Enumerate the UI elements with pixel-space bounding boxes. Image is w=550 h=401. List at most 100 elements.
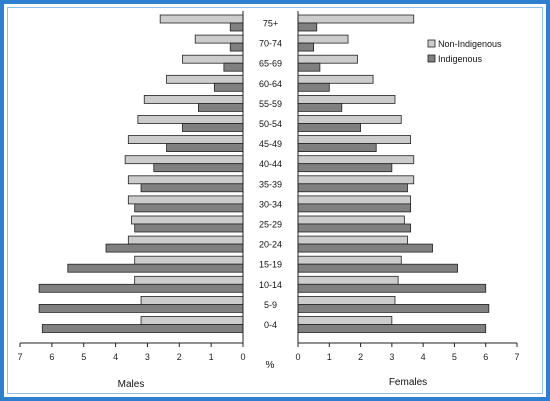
bar-females-non-indigenous-5-9 — [297, 295, 396, 305]
bar-females-indigenous-55-59 — [297, 103, 343, 112]
bar-females-indigenous-45-49 — [297, 143, 377, 153]
axes: 0 0 1 1 2 2 3 3 4 4 5 5 6 6 7 7 — [17, 11, 520, 362]
bar-males-non-indigenous-30-34 — [127, 195, 244, 205]
females-tick-label-7: 7 — [514, 352, 519, 362]
age-label-50-54: 50-54 — [259, 119, 282, 129]
bar-males-non-indigenous-15-19 — [134, 255, 244, 265]
bar-females-indigenous-10-14 — [297, 283, 487, 293]
bar-males-non-indigenous-65-69 — [182, 54, 244, 64]
bar-males-non-indigenous-5-9 — [140, 295, 244, 305]
bar-females-indigenous-75 — [297, 22, 318, 32]
age-label-60-64: 60-64 — [259, 79, 282, 89]
bar-females-non-indigenous-20-24 — [297, 235, 408, 245]
bar-females-non-indigenous-35-39 — [297, 175, 415, 185]
bar-females-non-indigenous-75 — [297, 14, 415, 24]
bar-males-indigenous-60-64 — [213, 82, 244, 92]
bar-females-indigenous-40-44 — [297, 163, 393, 173]
males-tick-label-1: 1 — [209, 352, 214, 362]
bar-males-non-indigenous-10-14 — [134, 275, 244, 285]
age-label-45-49: 45-49 — [259, 139, 282, 149]
males-tick-label-2: 2 — [177, 352, 182, 362]
bar-females-non-indigenous-45-49 — [297, 135, 412, 145]
unit-label: % — [266, 360, 275, 371]
bar-females-indigenous-70-74 — [297, 42, 315, 52]
bar-females-non-indigenous-10-14 — [297, 275, 399, 285]
bar-males-non-indigenous-50-54 — [137, 115, 244, 124]
males-tick-label-6: 6 — [49, 352, 54, 362]
bar-males-indigenous-35-39 — [140, 183, 244, 193]
bar-males-non-indigenous-70-74 — [194, 34, 244, 44]
bar-males-non-indigenous-35-39 — [127, 175, 244, 185]
bar-males-indigenous-10-14 — [38, 283, 244, 293]
bar-males-indigenous-45-49 — [166, 143, 244, 153]
bar-females-non-indigenous-55-59 — [297, 95, 396, 104]
age-label-0-4: 0-4 — [264, 320, 277, 330]
age-label-40-44: 40-44 — [259, 159, 282, 169]
bar-males-indigenous-0-4 — [41, 324, 244, 333]
males-tick-label-5: 5 — [81, 352, 86, 362]
bar-females-non-indigenous-60-64 — [297, 74, 374, 84]
bar-males-non-indigenous-55-59 — [143, 95, 244, 104]
bar-males-indigenous-55-59 — [197, 103, 244, 112]
bar-males-non-indigenous-40-44 — [124, 155, 244, 165]
age-label-5-9: 5-9 — [264, 300, 277, 310]
bar-females-indigenous-35-39 — [297, 183, 408, 193]
males-tick-label-4: 4 — [113, 352, 118, 362]
males-tick-label-0: 0 — [240, 352, 245, 362]
bar-males-non-indigenous-20-24 — [127, 235, 244, 245]
bar-females-indigenous-65-69 — [297, 62, 321, 72]
bar-females-non-indigenous-25-29 — [297, 215, 405, 225]
bar-males-indigenous-15-19 — [67, 263, 244, 273]
bar-males-indigenous-75 — [229, 22, 244, 32]
bar-males-non-indigenous-0-4 — [140, 316, 244, 325]
bar-males-indigenous-20-24 — [105, 243, 244, 253]
age-label-35-39: 35-39 — [259, 179, 282, 189]
bar-males-indigenous-40-44 — [153, 163, 244, 173]
bar-females-indigenous-5-9 — [297, 303, 490, 313]
bar-females-non-indigenous-65-69 — [297, 54, 358, 64]
age-group-labels: 75+ 70-74 65-69 60-64 55-59 50-54 45-49 40-44 35… — [259, 19, 282, 331]
females-tick-label-3: 3 — [389, 352, 394, 362]
males-tick-label-3: 3 — [145, 352, 150, 362]
bar-females-indigenous-15-19 — [297, 263, 458, 273]
age-label-30-34: 30-34 — [259, 199, 282, 209]
bar-females-non-indigenous-30-34 — [297, 195, 412, 205]
age-label-70-74: 70-74 — [259, 39, 282, 49]
chart-inner-border — [7, 7, 543, 394]
bar-females-indigenous-0-4 — [297, 324, 487, 333]
age-label-20-24: 20-24 — [259, 240, 282, 250]
bar-males-non-indigenous-45-49 — [127, 135, 244, 145]
bar-males-non-indigenous-75 — [159, 14, 244, 24]
bar-females-non-indigenous-70-74 — [297, 34, 349, 44]
bar-females-indigenous-20-24 — [297, 243, 433, 253]
males-axis-label: Males — [118, 379, 145, 390]
females-tick-label-1: 1 — [327, 352, 332, 362]
males-tick-label-7: 7 — [17, 352, 22, 362]
females-tick-label-2: 2 — [358, 352, 363, 362]
bar-males-non-indigenous-60-64 — [166, 74, 244, 84]
bar-males-non-indigenous-25-29 — [131, 215, 244, 225]
bar-males-indigenous-5-9 — [38, 303, 244, 313]
bar-females-indigenous-50-54 — [297, 123, 361, 132]
females-tick-label-6: 6 — [483, 352, 488, 362]
bar-females-non-indigenous-15-19 — [297, 255, 402, 265]
bar-females-non-indigenous-0-4 — [297, 316, 393, 325]
females-tick-label-4: 4 — [421, 352, 426, 362]
legend-swatch-indigenous — [427, 54, 436, 63]
females-tick-label-5: 5 — [452, 352, 457, 362]
bar-males-indigenous-25-29 — [134, 223, 244, 233]
bar-males-indigenous-65-69 — [223, 62, 244, 72]
age-label-55-59: 55-59 — [259, 99, 282, 109]
bar-females-non-indigenous-50-54 — [297, 115, 402, 124]
age-label-65-69: 65-69 — [259, 59, 282, 69]
females-axis-label: Females — [389, 377, 427, 388]
age-label-15-19: 15-19 — [259, 260, 282, 270]
bar-females-indigenous-25-29 — [297, 223, 412, 233]
males-bars — [38, 14, 244, 333]
legend: Non-Indigenous Indigenous — [427, 39, 502, 64]
legend-label-non-indigenous: Non-Indigenous — [438, 39, 502, 49]
bar-males-indigenous-50-54 — [182, 123, 244, 132]
females-tick-label-0: 0 — [295, 352, 300, 362]
bar-females-non-indigenous-40-44 — [297, 155, 415, 165]
